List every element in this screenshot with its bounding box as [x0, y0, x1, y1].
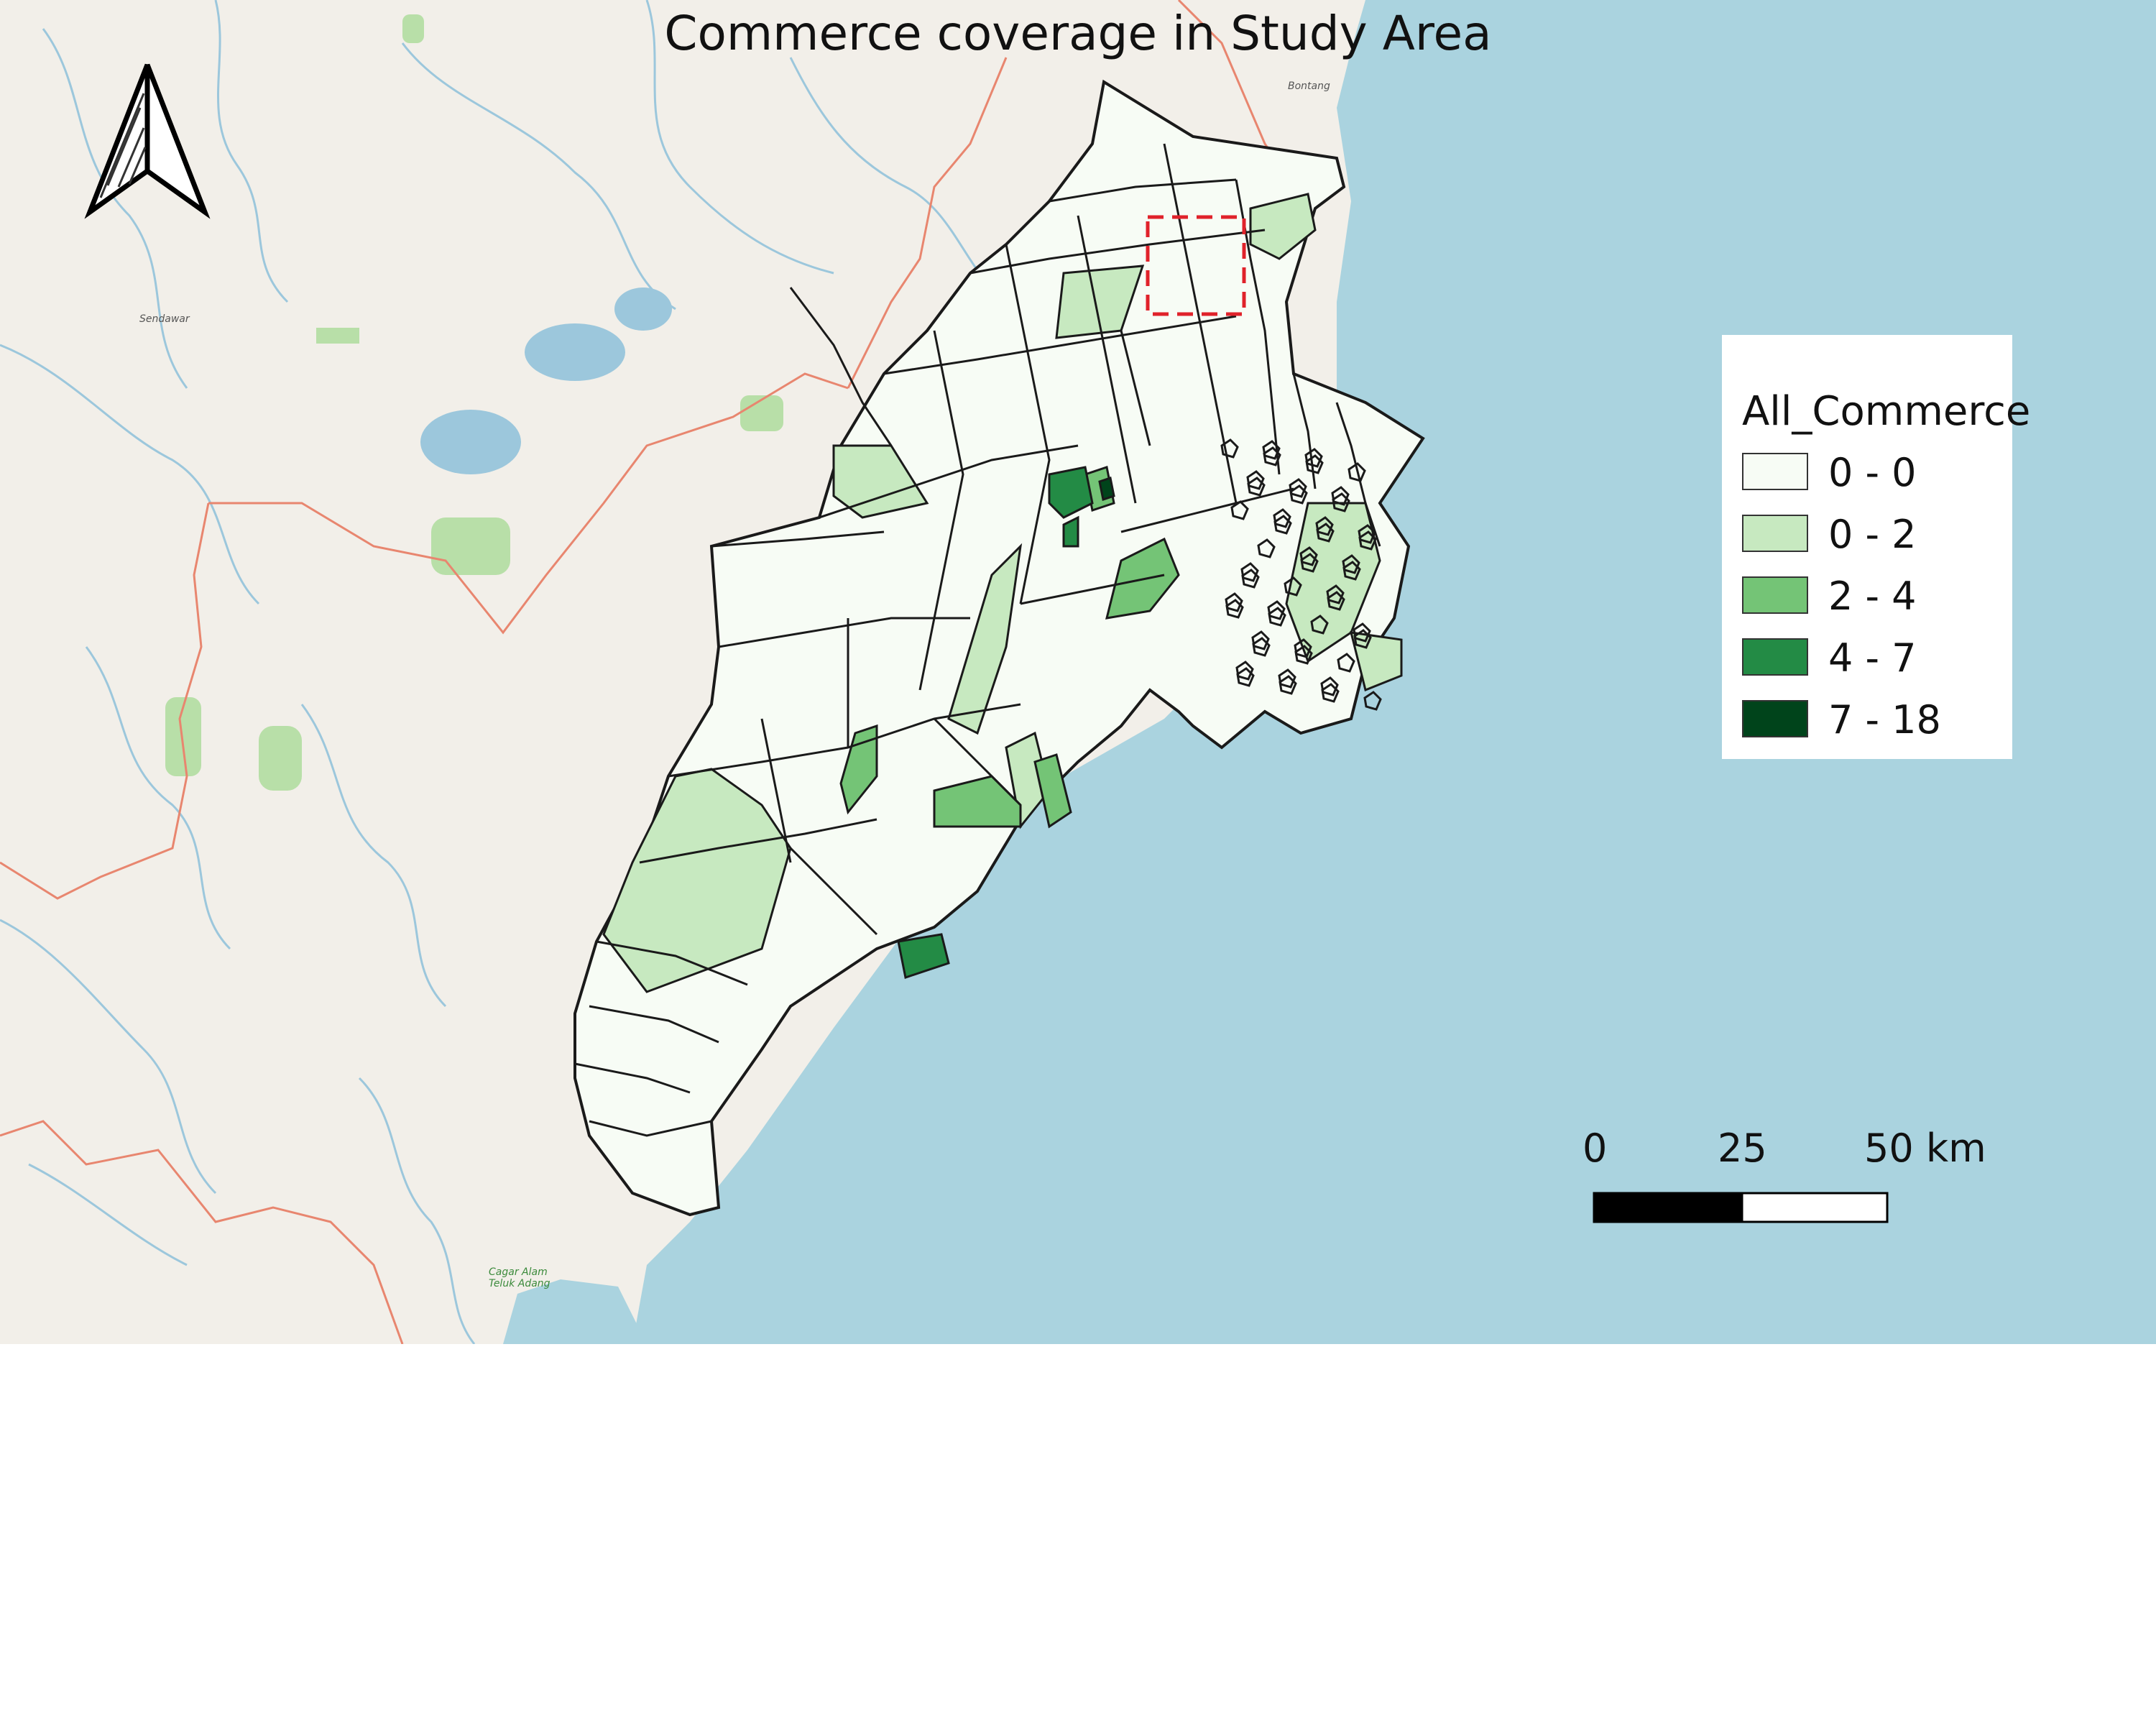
legend-swatch — [1742, 515, 1808, 552]
place-label-bontang: Bontang — [1288, 80, 1330, 92]
region-boundary-line — [1020, 574, 1165, 605]
legend-swatch — [1742, 700, 1808, 737]
region-boundary-line — [933, 717, 1022, 806]
region-boundaries — [574, 143, 1381, 1137]
commerce-region — [1098, 477, 1115, 501]
scale-bar — [1593, 1192, 1889, 1223]
commerce-region — [897, 933, 950, 979]
map-title: Commerce coverage in Study Area — [664, 6, 1492, 61]
region-boundary-line — [574, 1062, 691, 1094]
region-boundary-line — [918, 330, 964, 691]
region-boundary-line — [1163, 143, 1238, 504]
region-boundary-line — [1077, 215, 1137, 504]
scale-label-25: 25 — [1718, 1126, 1767, 1171]
commerce-region — [602, 768, 792, 993]
region-boundary-line — [596, 940, 748, 986]
scale-label-0: 0 — [1583, 1126, 1608, 1171]
study-area-regions — [573, 79, 1425, 1217]
legend: All_Commerce 0 - 0 0 - 2 2 - 4 4 - 7 7 -… — [1722, 335, 2030, 759]
legend-title: All_Commerce — [1742, 388, 2031, 435]
commerce-region — [832, 444, 929, 519]
region-boundary-line — [1120, 330, 1151, 446]
scale-label-50km: 50 km — [1864, 1126, 1986, 1171]
legend-swatch — [1742, 576, 1808, 614]
legend-label: 0 - 0 — [1828, 450, 1917, 495]
commerce-region — [1062, 515, 1079, 548]
region-boundary-line — [589, 1005, 719, 1044]
commerce-region — [1249, 193, 1317, 260]
bay-inlet — [503, 1279, 647, 1344]
legend-swatch — [1742, 453, 1808, 490]
region-boundary-line — [789, 847, 878, 936]
region-boundary-line — [1120, 487, 1294, 533]
forest-patches — [165, 14, 783, 791]
region-boundary-line — [639, 818, 877, 864]
place-label-sendawar: Sendawar — [139, 313, 190, 325]
commerce-region — [947, 543, 1023, 735]
commerce-region — [933, 775, 1022, 828]
region-boundary-line — [789, 287, 893, 446]
region-boundary-line — [819, 444, 1079, 519]
region-boundary-line — [589, 1120, 712, 1137]
region-boundary-line — [1049, 178, 1237, 203]
river-network — [0, 0, 993, 1344]
commerce-region — [839, 724, 878, 815]
region-boundary-line — [760, 718, 792, 863]
region-boundary-line — [1335, 402, 1381, 547]
region-boundary-line — [1005, 244, 1051, 604]
region-boundary-line — [883, 315, 1237, 375]
region-boundary-line — [1292, 373, 1317, 489]
legend-label: 7 - 18 — [1828, 697, 1941, 742]
legend-label: 4 - 7 — [1828, 635, 1917, 681]
region-boundary-line — [711, 530, 885, 548]
north-arrow-icon — [84, 63, 211, 219]
legend-swatch — [1742, 638, 1808, 676]
place-label-cagar-alam: Cagar Alam Teluk Adang — [489, 1266, 550, 1289]
admin-boundaries — [0, 0, 1295, 1344]
legend-label: 2 - 4 — [1828, 574, 1917, 619]
commerce-region — [1048, 466, 1094, 519]
commerce-region — [1033, 753, 1072, 829]
legend-label: 0 - 2 — [1828, 512, 1917, 557]
lakes — [420, 288, 672, 474]
